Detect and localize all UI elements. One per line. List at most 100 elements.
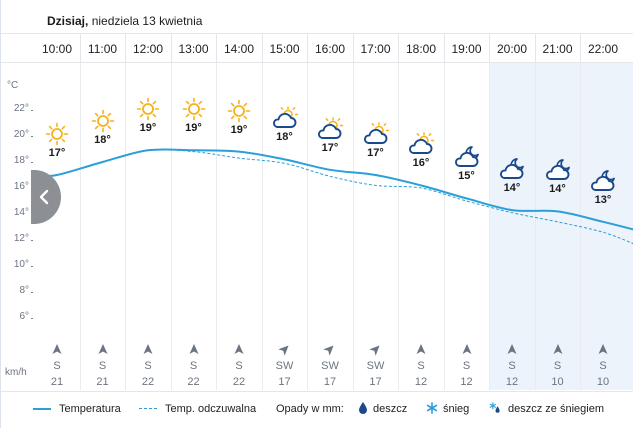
wind-speed: 12 xyxy=(460,376,473,388)
y-tick-label: 20° xyxy=(13,129,29,140)
hour-label: 10:00 xyxy=(41,42,73,56)
snowflake-icon xyxy=(426,402,438,414)
sun-icon xyxy=(134,97,162,121)
temperature-label: 19° xyxy=(139,122,157,135)
sleet-icon xyxy=(489,402,500,413)
y-tick-mark xyxy=(31,162,33,163)
grid-line xyxy=(489,63,490,390)
hour-label: 22:00 xyxy=(587,42,619,56)
chart-legend: Temperatura Temp. odczuwalna Opady w mm:… xyxy=(1,392,633,428)
legend-rain-label: deszcz xyxy=(373,403,408,415)
temperature-line xyxy=(30,148,633,231)
wind-speed: 22 xyxy=(232,376,246,388)
y-tick-mark xyxy=(31,292,33,293)
column-separator xyxy=(307,34,308,62)
temperature-label: 15° xyxy=(458,170,475,183)
moon-cloud-icon xyxy=(544,158,572,182)
wind-direction: S xyxy=(553,360,562,372)
y-tick-label: 6° xyxy=(19,311,29,322)
column-separator xyxy=(535,34,536,62)
temperature-label: 18° xyxy=(276,131,293,144)
sun-cloud-icon xyxy=(271,106,299,130)
wind-speed: 12 xyxy=(414,376,428,388)
wind-arrow-icon xyxy=(361,342,391,356)
legend-precip-label: Opady w mm: xyxy=(276,403,344,415)
column-separator xyxy=(216,34,217,62)
sun-icon xyxy=(180,97,208,121)
temperature-label: 19° xyxy=(185,122,202,135)
wind-arrow-icon xyxy=(543,342,573,354)
wind-direction: S xyxy=(144,360,152,372)
sun-cloud-icon xyxy=(362,122,390,146)
raindrop-icon xyxy=(359,402,367,414)
wind-arrow-icon xyxy=(179,342,209,354)
y-tick-label: 22° xyxy=(13,103,29,114)
column-separator xyxy=(262,34,263,62)
wind-direction: S xyxy=(98,360,107,372)
divider xyxy=(1,33,633,34)
hour-label: 11:00 xyxy=(87,42,118,56)
wind-speed: 21 xyxy=(96,376,109,388)
wind-speed: 12 xyxy=(505,376,519,388)
column-separator xyxy=(80,34,81,62)
column-separator xyxy=(580,34,581,62)
wind-speed: 21 xyxy=(50,376,64,388)
moon-cloud-icon xyxy=(498,157,526,181)
y-tick-label: 10° xyxy=(13,259,29,270)
wind-direction: S xyxy=(417,360,425,372)
hour-label: 14:00 xyxy=(223,42,255,56)
hour-label: 18:00 xyxy=(405,42,437,56)
temperature-label: 17° xyxy=(367,147,384,159)
sun-cloud-icon xyxy=(316,117,344,141)
grid-line xyxy=(216,63,217,390)
wind-arrow-icon xyxy=(270,342,300,356)
grid-line xyxy=(262,63,263,390)
wind-speed: 10 xyxy=(551,376,564,388)
moon-cloud-icon xyxy=(589,169,617,193)
wind-arrow-icon xyxy=(497,342,527,354)
sun-icon xyxy=(43,122,71,146)
date-text: niedziela 13 kwietnia xyxy=(88,14,203,28)
grid-line xyxy=(171,63,172,390)
temperature-label: 17° xyxy=(48,147,66,159)
wind-arrow-icon xyxy=(224,342,254,354)
temperature-label: 17° xyxy=(321,141,339,154)
date-today-label: Dzisiaj, xyxy=(47,14,89,28)
hour-label: 21:00 xyxy=(542,42,573,56)
wind-direction: S xyxy=(189,360,198,372)
divider xyxy=(1,391,633,392)
legend-feels-like-label: Temp. odczuwalna xyxy=(165,403,257,415)
wind-speed: 10 xyxy=(596,376,610,388)
y-tick-label: 8° xyxy=(19,285,29,296)
legend-temperature-swatch xyxy=(33,408,51,410)
column-separator xyxy=(489,34,490,62)
hour-label: 16:00 xyxy=(314,42,346,56)
temperature-label: 19° xyxy=(230,123,248,136)
hour-label: 12:00 xyxy=(132,42,164,56)
sun-icon xyxy=(89,109,117,133)
y-tick-mark xyxy=(31,266,33,267)
wind-arrow-icon xyxy=(133,342,163,354)
temperature-label: 18° xyxy=(94,134,111,146)
wind-direction: SW xyxy=(321,360,339,372)
wind-speed: 17 xyxy=(369,376,382,388)
y-tick-mark xyxy=(31,240,33,241)
y-tick-label: 14° xyxy=(13,207,29,218)
hour-label: 15:00 xyxy=(269,42,300,56)
wind-arrow-icon xyxy=(42,342,72,354)
y-tick-mark xyxy=(31,110,33,111)
y-tick-label: 16° xyxy=(13,181,29,192)
chevron-left-icon xyxy=(39,189,49,205)
column-separator xyxy=(171,34,172,62)
divider xyxy=(1,62,633,63)
grid-line xyxy=(125,63,126,390)
date-header: Dzisiaj, niedziela 13 kwietnia xyxy=(47,14,202,28)
wind-speed: 22 xyxy=(141,376,155,388)
wind-arrow-icon xyxy=(315,342,345,356)
grid-line xyxy=(444,63,445,390)
sun-icon xyxy=(225,99,253,123)
wind-speed: 17 xyxy=(323,376,337,388)
wind-direction: S xyxy=(235,360,243,372)
